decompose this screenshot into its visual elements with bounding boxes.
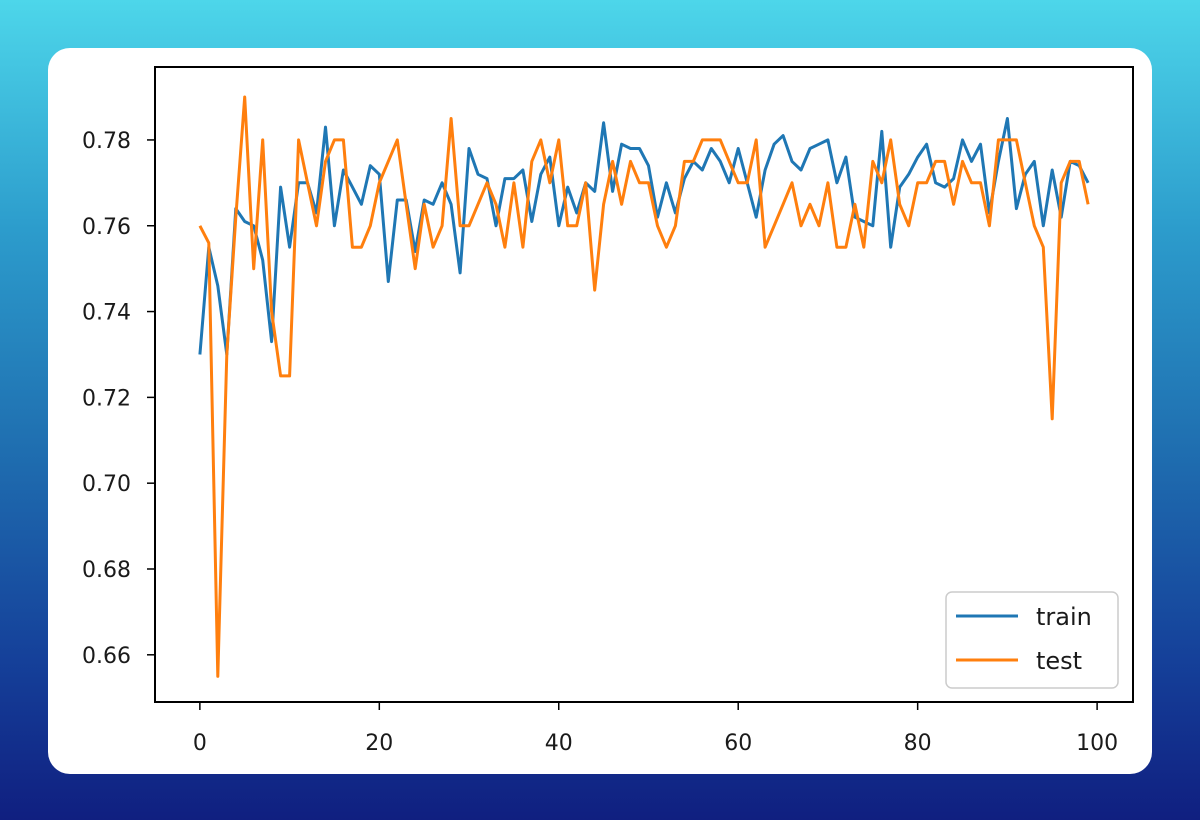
y-tick-label: 0.68 <box>82 558 131 583</box>
x-tick-label: 20 <box>365 731 393 756</box>
y-tick-label: 0.78 <box>82 129 131 154</box>
y-tick-label: 0.66 <box>82 644 131 669</box>
legend-label-train: train <box>1036 603 1092 631</box>
y-tick-label: 0.72 <box>82 386 131 411</box>
legend: train test <box>945 591 1119 689</box>
series-lines <box>198 95 1090 678</box>
series-line-test <box>198 95 1090 678</box>
legend-label-test: test <box>1036 647 1082 675</box>
x-tick-label: 0 <box>193 731 207 756</box>
y-tick-label: 0.76 <box>82 215 131 240</box>
x-tick-label: 80 <box>904 731 932 756</box>
x-tick-label: 60 <box>724 731 752 756</box>
y-tick-label: 0.70 <box>82 472 131 497</box>
x-tick-label: 40 <box>545 731 573 756</box>
legend-box <box>945 591 1119 689</box>
y-tick-label: 0.74 <box>82 301 131 326</box>
x-tick-label: 100 <box>1076 731 1118 756</box>
axis-ticks: 0 20 40 60 80 100 0.66 0.68 0.70 0.72 0.74 0.76 0.78 <box>82 129 1118 756</box>
